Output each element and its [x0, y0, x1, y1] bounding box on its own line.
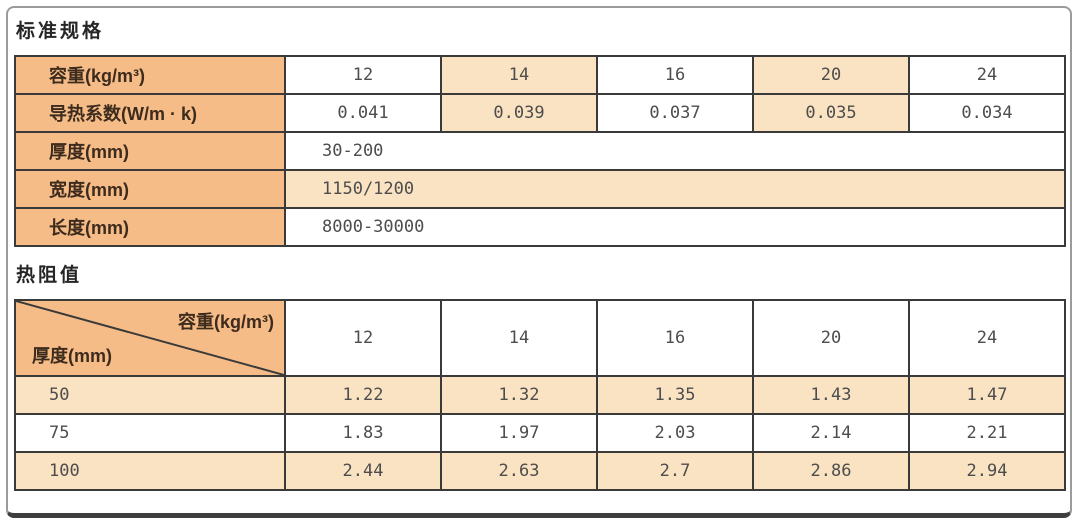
spec-density-cell: 12: [284, 55, 442, 95]
spec-row-label-length: 长度(mm): [14, 207, 286, 247]
spec-row-label-width: 宽度(mm): [14, 169, 286, 209]
spec-row-label-thickness: 厚度(mm): [14, 131, 286, 171]
page-frame: 标准规格 容重(kg/m³) 12 14 16 20 24 导热系数(W/m ·…: [6, 6, 1072, 518]
table-row: 75 1.83 1.97 2.03 2.14 2.21: [14, 413, 1066, 453]
resistance-cell: 1.97: [440, 413, 598, 453]
diagonal-line: [16, 301, 284, 375]
resistance-cell: 2.63: [440, 451, 598, 491]
resistance-cell: 2.03: [596, 413, 754, 453]
spec-width-cell: 1150/1200: [284, 169, 1066, 209]
resistance-cell: 2.7: [596, 451, 754, 491]
thickness-100-label: 100: [14, 451, 286, 491]
spec-density-cell: 24: [908, 55, 1066, 95]
density-column-header: 24: [908, 299, 1066, 377]
resistance-cell: 2.21: [908, 413, 1066, 453]
table-row: 100 2.44 2.63 2.7 2.86 2.94: [14, 451, 1066, 491]
resistance-cell: 1.43: [752, 375, 910, 415]
table-row: 导热系数(W/m · k) 0.041 0.039 0.037 0.035 0.…: [14, 93, 1066, 133]
spec-conductivity-cell: 0.035: [752, 93, 910, 133]
thickness-50-label: 50: [14, 375, 286, 415]
table-row: 长度(mm) 8000-30000: [14, 207, 1066, 247]
spec-density-cell: 20: [752, 55, 910, 95]
resistance-cell: 1.22: [284, 375, 442, 415]
spec-conductivity-cell: 0.037: [596, 93, 754, 133]
resistance-cell: 1.32: [440, 375, 598, 415]
thickness-75-label: 75: [14, 413, 286, 453]
density-column-header: 12: [284, 299, 442, 377]
density-column-header: 20: [752, 299, 910, 377]
corner-density-label: 容重(kg/m³): [178, 312, 274, 332]
resistance-table: 容重(kg/m³) 厚度(mm) 12 14 16 20 24 50 1.22 …: [14, 299, 1066, 491]
spec-density-cell: 16: [596, 55, 754, 95]
resistance-cell: 1.35: [596, 375, 754, 415]
density-column-header: 14: [440, 299, 598, 377]
resistance-table-title: 热阻值: [16, 265, 83, 286]
diagonal-corner-cell: 容重(kg/m³) 厚度(mm): [14, 299, 286, 377]
resistance-cell: 2.94: [908, 451, 1066, 491]
resistance-cell: 2.86: [752, 451, 910, 491]
density-column-header: 16: [596, 299, 754, 377]
table-header-row: 容重(kg/m³) 厚度(mm) 12 14 16 20 24: [14, 299, 1066, 377]
table-row: 容重(kg/m³) 12 14 16 20 24: [14, 55, 1066, 95]
table-row: 厚度(mm) 30-200: [14, 131, 1066, 171]
spec-table-title: 标准规格: [16, 21, 105, 42]
corner-thickness-label: 厚度(mm): [32, 346, 112, 366]
spec-density-cell: 14: [440, 55, 598, 95]
spec-length-cell: 8000-30000: [284, 207, 1066, 247]
spec-conductivity-cell: 0.034: [908, 93, 1066, 133]
spec-thickness-cell: 30-200: [284, 131, 1066, 171]
spec-row-label-conductivity: 导热系数(W/m · k): [14, 93, 286, 133]
spec-conductivity-cell: 0.041: [284, 93, 442, 133]
spec-table: 容重(kg/m³) 12 14 16 20 24 导热系数(W/m · k) 0…: [14, 55, 1066, 247]
spec-conductivity-cell: 0.039: [440, 93, 598, 133]
table-row: 50 1.22 1.32 1.35 1.43 1.47: [14, 375, 1066, 415]
resistance-cell: 2.14: [752, 413, 910, 453]
resistance-cell: 1.83: [284, 413, 442, 453]
resistance-cell: 2.44: [284, 451, 442, 491]
resistance-cell: 1.47: [908, 375, 1066, 415]
table-row: 宽度(mm) 1150/1200: [14, 169, 1066, 209]
spec-row-label-density: 容重(kg/m³): [14, 55, 286, 95]
